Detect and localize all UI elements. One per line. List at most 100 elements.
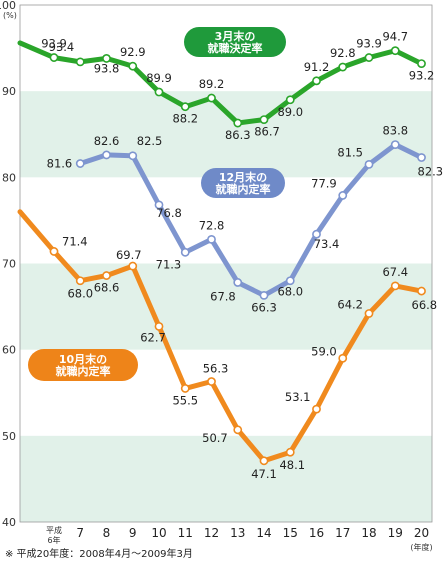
- x-tick-label: 平成 6年: [46, 525, 62, 545]
- x-tick-label: 20: [414, 526, 429, 540]
- data-label: 93.9: [41, 37, 67, 51]
- data-label: 91.2: [304, 60, 330, 74]
- data-point: [259, 456, 269, 466]
- data-point: [312, 404, 321, 414]
- data-point: [417, 59, 426, 68]
- y-tick-label: 80: [2, 171, 16, 184]
- data-label: 93.9: [356, 37, 382, 51]
- data-label: 81.5: [337, 145, 363, 159]
- x-tick-label: 18: [361, 526, 376, 540]
- data-point: [180, 247, 190, 257]
- data-label: 68.0: [277, 285, 303, 299]
- data-point: [207, 93, 216, 103]
- series-1: 81.682.6 82.576.871.372.867.866.368.073.4…: [47, 124, 443, 315]
- series-name-label: 12月末の就職内定率: [216, 170, 271, 196]
- data-label: 68.0: [67, 287, 93, 301]
- series-0: 93.993.493.892.989.988.289.286.3 86.789.0…: [17, 27, 435, 142]
- data-label: 50.7: [202, 431, 228, 445]
- y-tick-label: 90: [2, 85, 16, 98]
- y-tick-label: 50: [2, 430, 16, 443]
- footnote: ※ 平成20年度：2008年4月〜2009年3月: [5, 549, 193, 560]
- data-label: 83.8: [382, 124, 408, 138]
- series-line: [17, 209, 424, 464]
- data-point: [338, 62, 348, 72]
- data-label: 86.3: [225, 128, 251, 142]
- series-name-label: 10月末の就職内定率: [56, 352, 111, 378]
- data-label: 68.6: [94, 281, 120, 295]
- data-label: 86.7: [254, 125, 280, 139]
- data-point: [312, 76, 321, 86]
- data-point: [390, 140, 400, 149]
- series-2: 71.468.0 68.669.762.755.556.350.747.148.1…: [17, 209, 438, 481]
- plot-frame: [19, 4, 433, 523]
- x-unit-label: (年度): [410, 542, 432, 552]
- data-point: [207, 234, 216, 244]
- data-point: [207, 377, 216, 386]
- data-point: [390, 281, 400, 291]
- data-label: 73.4: [314, 237, 340, 251]
- data-point: [128, 261, 138, 271]
- data-point: [259, 115, 269, 125]
- data-label: 89.2: [199, 77, 225, 91]
- data-label: 92.9: [120, 45, 146, 59]
- data-label: 88.2: [172, 112, 198, 126]
- data-point: [128, 61, 138, 71]
- data-label: 66.3: [251, 300, 277, 314]
- data-label: 47.1: [251, 467, 277, 481]
- data-point: [364, 160, 374, 169]
- x-tick-label: 13: [230, 526, 245, 540]
- data-point: [338, 353, 348, 363]
- series-line: [77, 142, 424, 298]
- data-label: 82.6: [94, 134, 120, 148]
- data-point: [285, 447, 295, 457]
- x-tick-label: 11: [178, 526, 193, 540]
- data-point: [338, 191, 348, 200]
- data-point: [154, 87, 164, 97]
- data-point: [233, 425, 243, 435]
- data-label: 67.4: [382, 265, 408, 279]
- x-tick-label: 12: [204, 526, 219, 540]
- data-label: 71.4: [62, 234, 88, 248]
- data-label: 48.1: [279, 458, 305, 472]
- data-label: 71.3: [156, 257, 182, 271]
- data-label: 81.6: [47, 157, 73, 171]
- data-label: 93.8: [94, 61, 120, 75]
- data-label: 76.8: [156, 206, 182, 220]
- y-unit-label: (%): [3, 11, 17, 20]
- y-tick-label: 40: [2, 516, 16, 529]
- data-label: 89.9: [146, 71, 172, 85]
- data-point: [312, 229, 321, 239]
- data-point: [49, 247, 59, 256]
- data-label: 77.9: [311, 176, 337, 190]
- series-name-pill: [184, 27, 286, 57]
- data-point: [233, 278, 243, 287]
- x-tick-label: 14: [256, 526, 271, 540]
- y-tick-label: 70: [2, 258, 16, 271]
- series-name-label: 3月末の就職決定率: [208, 29, 263, 55]
- data-point: [285, 95, 295, 105]
- data-label: 89.0: [277, 105, 303, 119]
- data-label: 59.0: [311, 344, 337, 358]
- y-tick-label: 100: [0, 0, 16, 12]
- data-label: 69.7: [116, 248, 142, 262]
- x-tick-label: 10: [151, 526, 166, 540]
- data-point: [154, 200, 164, 210]
- y-tick-label: 60: [2, 344, 16, 357]
- data-point: [417, 286, 426, 296]
- data-point: [417, 153, 426, 162]
- data-point: [364, 309, 374, 318]
- data-point: [233, 118, 243, 128]
- data-point: [285, 276, 295, 286]
- data-label: 93.2: [409, 69, 435, 83]
- x-tick-label: 16: [309, 526, 324, 540]
- data-label: 66.8: [412, 298, 438, 312]
- x-tick-label: 9: [129, 526, 137, 540]
- data-label: 92.8: [330, 46, 356, 60]
- data-point: [75, 159, 85, 168]
- data-label: 53.1: [285, 390, 311, 404]
- data-label: 93.4: [49, 40, 75, 54]
- data-point: [102, 271, 111, 280]
- data-point: [102, 150, 111, 160]
- data-point: [128, 151, 138, 161]
